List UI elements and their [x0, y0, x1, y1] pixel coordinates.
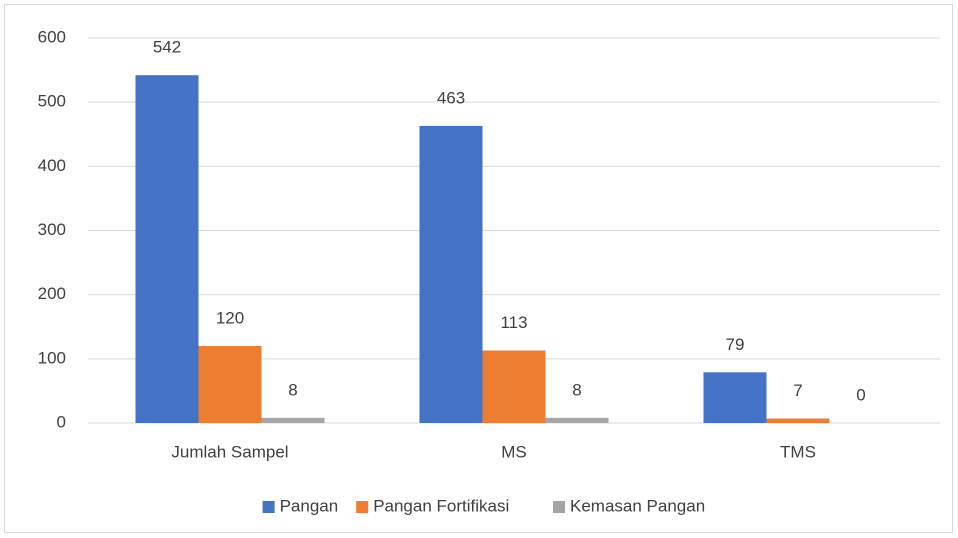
bar	[482, 350, 546, 423]
legend-label: Pangan	[280, 496, 339, 515]
y-tick-label: 300	[38, 220, 66, 239]
y-tick-label: 200	[38, 284, 66, 303]
data-label: 8	[288, 380, 297, 399]
y-tick-label: 0	[57, 412, 66, 431]
legend-swatch	[553, 501, 565, 513]
y-tick-label: 500	[38, 92, 66, 111]
bar	[198, 346, 262, 423]
legend-swatch	[356, 501, 369, 513]
data-label: 113	[500, 313, 527, 332]
bar	[135, 75, 199, 423]
bar	[766, 418, 830, 423]
data-label: 120	[216, 308, 244, 327]
x-tick-label: MS	[501, 442, 527, 461]
bar	[419, 125, 483, 424]
x-tick-label: Jumlah Sampel	[171, 442, 288, 461]
y-tick-label: 600	[38, 27, 66, 46]
data-label: 79	[726, 335, 745, 354]
y-tick-label: 400	[38, 156, 66, 175]
x-tick-label: TMS	[780, 442, 816, 461]
data-label: 0	[856, 385, 865, 404]
data-label: 542	[153, 38, 181, 57]
data-label: 7	[793, 381, 802, 400]
legend-swatch	[262, 501, 275, 513]
data-label: 8	[572, 380, 581, 399]
data-label: 463	[437, 88, 465, 107]
legend-label: Kemasan Pangan	[570, 496, 705, 515]
bar	[545, 417, 609, 423]
legend-label: Pangan Fortifikasi	[373, 496, 509, 515]
bar	[261, 417, 325, 423]
y-tick-label: 100	[38, 348, 66, 367]
bar	[703, 372, 767, 423]
